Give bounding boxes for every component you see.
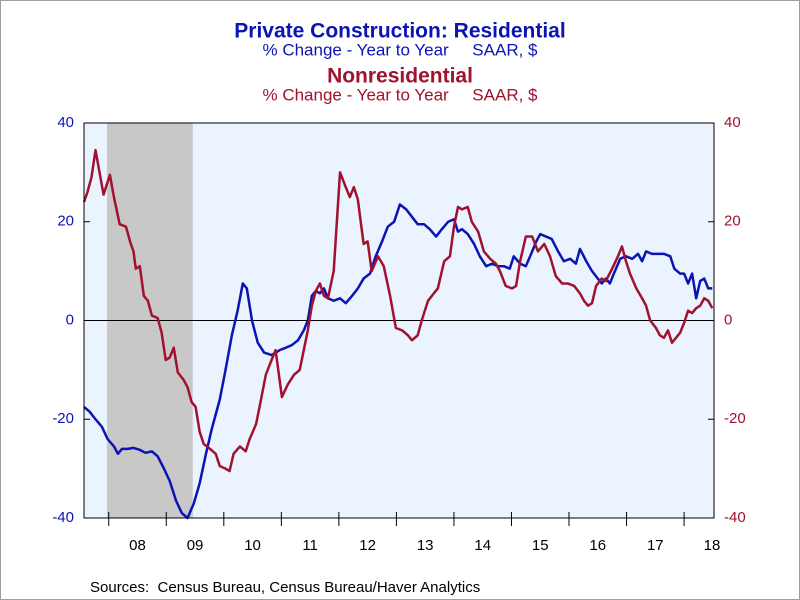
y-tick-label: 40 bbox=[57, 114, 74, 131]
y-tick-label: 0 bbox=[66, 311, 74, 328]
y-tick-label: -20 bbox=[52, 410, 74, 427]
x-tick-label: 09 bbox=[187, 537, 204, 554]
x-tick-label: 08 bbox=[129, 537, 146, 554]
series-title: Nonresidential bbox=[327, 65, 473, 88]
y2-tick-label: 0 bbox=[724, 311, 732, 328]
series-title: Private Construction: Residential bbox=[234, 20, 565, 43]
x-tick-label: 16 bbox=[589, 537, 606, 554]
x-tick-label: 12 bbox=[359, 537, 376, 554]
x-tick-label: 18 bbox=[704, 537, 721, 554]
y-tick-label: -40 bbox=[52, 509, 74, 526]
x-tick-label: 15 bbox=[532, 537, 549, 554]
source-note: Sources: Census Bureau, Census Bureau/Ha… bbox=[90, 579, 480, 596]
series-line bbox=[83, 203, 713, 520]
x-tick-label: 11 bbox=[302, 537, 318, 554]
y-tick-label: 20 bbox=[57, 213, 74, 230]
x-tick-label: 17 bbox=[647, 537, 664, 554]
series-subtitle: % Change - Year to Year SAAR, $ bbox=[262, 85, 538, 104]
y2-tick-label: 20 bbox=[724, 213, 741, 230]
y2-tick-label: 40 bbox=[724, 114, 741, 131]
x-tick-label: 14 bbox=[474, 537, 491, 554]
series-line bbox=[82, 148, 714, 473]
series-subtitle: % Change - Year to Year SAAR, $ bbox=[262, 40, 538, 59]
x-tick-label: 13 bbox=[417, 537, 434, 554]
x-tick-label: 10 bbox=[244, 537, 261, 554]
y2-tick-label: -20 bbox=[724, 410, 746, 427]
plot-border bbox=[83, 122, 715, 519]
y2-tick-label: -40 bbox=[724, 509, 746, 526]
